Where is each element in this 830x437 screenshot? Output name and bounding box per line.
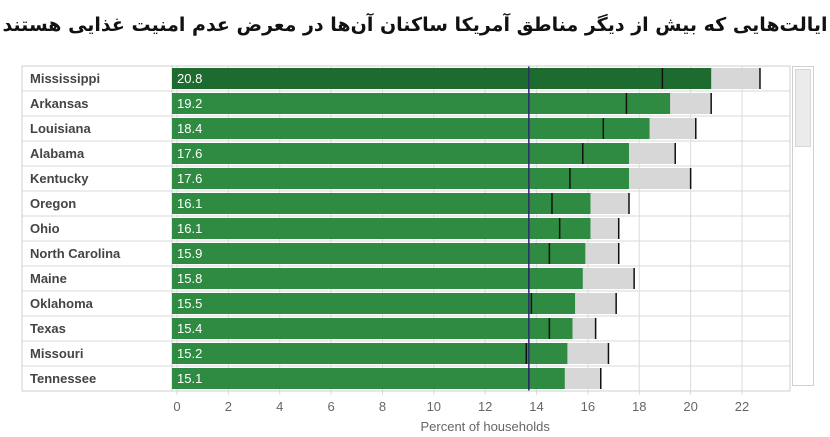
plot-frame xyxy=(21,65,791,392)
scrollbar[interactable] xyxy=(792,66,814,386)
bar xyxy=(172,193,591,214)
bar xyxy=(172,368,565,389)
category-label: Kentucky xyxy=(30,171,89,186)
x-tick-label: 8 xyxy=(379,399,386,414)
scrollbar-thumb[interactable] xyxy=(795,69,811,147)
chart-title: ایالت‌هایی که بیش از دیگر مناطق آمریکا س… xyxy=(2,14,828,36)
bar xyxy=(172,293,576,314)
x-axis-label: Percent of households xyxy=(420,419,550,434)
bar xyxy=(172,118,650,139)
category-label: Ohio xyxy=(30,221,60,236)
bar xyxy=(172,168,629,189)
value-label: 15.4 xyxy=(177,321,202,336)
value-label: 15.5 xyxy=(177,296,202,311)
value-label: 20.8 xyxy=(177,71,202,86)
category-label: Texas xyxy=(30,321,66,336)
category-label: Louisiana xyxy=(30,121,91,136)
category-label: North Carolina xyxy=(30,246,121,261)
value-label: 17.6 xyxy=(177,146,202,161)
category-label: Mississippi xyxy=(30,71,100,86)
x-tick-label: 6 xyxy=(327,399,334,414)
x-tick-label: 16 xyxy=(581,399,595,414)
value-label: 15.9 xyxy=(177,246,202,261)
category-label: Tennessee xyxy=(30,371,96,386)
value-label: 16.1 xyxy=(177,196,202,211)
category-label: Maine xyxy=(30,271,67,286)
x-tick-label: 4 xyxy=(276,399,283,414)
value-label: 19.2 xyxy=(177,96,202,111)
bar xyxy=(172,343,568,364)
value-label: 18.4 xyxy=(177,121,202,136)
value-label: 15.8 xyxy=(177,271,202,286)
bar xyxy=(172,243,586,264)
value-label: 17.6 xyxy=(177,171,202,186)
x-tick-label: 12 xyxy=(478,399,492,414)
x-tick-label: 0 xyxy=(173,399,180,414)
x-tick-label: 10 xyxy=(427,399,441,414)
x-tick-label: 20 xyxy=(683,399,697,414)
category-label: Oklahoma xyxy=(30,296,94,311)
bar xyxy=(172,218,591,239)
category-label: Arkansas xyxy=(30,96,89,111)
bar xyxy=(172,68,712,89)
x-tick-label: 2 xyxy=(225,399,232,414)
value-label: 15.2 xyxy=(177,346,202,361)
x-tick-label: 18 xyxy=(632,399,646,414)
value-label: 16.1 xyxy=(177,221,202,236)
category-label: Oregon xyxy=(30,196,76,211)
x-tick-label: 22 xyxy=(735,399,749,414)
bar xyxy=(172,268,583,289)
bar xyxy=(172,143,629,164)
x-tick-label: 14 xyxy=(529,399,543,414)
category-label: Missouri xyxy=(30,346,83,361)
value-label: 15.1 xyxy=(177,371,202,386)
category-label: Alabama xyxy=(30,146,85,161)
bar xyxy=(172,93,671,114)
bar xyxy=(172,318,573,339)
